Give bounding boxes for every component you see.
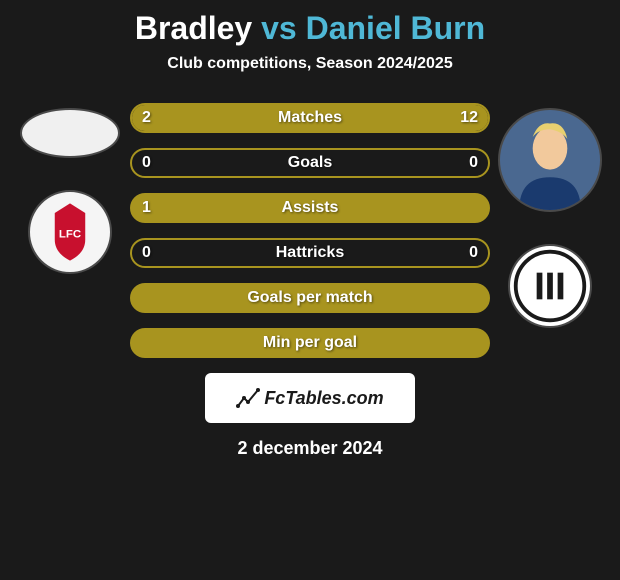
stat-label: Assists (282, 199, 339, 217)
player1-avatar (20, 108, 120, 158)
stat-label: Matches (278, 109, 342, 127)
stats-list: Matches212Goals00Assists1Hattricks00Goal… (130, 103, 490, 358)
stat-label: Hattricks (276, 244, 344, 262)
player2-crest (508, 244, 592, 328)
stat-bar: Assists 1 (130, 193, 490, 223)
player1-name: Bradley (135, 10, 252, 46)
left-side: LFC (10, 103, 130, 274)
player2-avatar (498, 108, 602, 212)
svg-text:LFC: LFC (59, 229, 81, 241)
stat-bar: Goals per match (130, 283, 490, 313)
main-content: LFC Matches 2 12 Goals 0 0 Assists 1 Hattricks 0 0… (0, 103, 620, 358)
player2-name: Daniel Burn (306, 10, 486, 46)
stat-value-right: 0 (469, 244, 478, 262)
player1-crest: LFC (28, 190, 112, 274)
stat-value-right: 0 (469, 154, 478, 172)
stat-value-left: 0 (142, 244, 151, 262)
stat-value-left: 2 (142, 109, 151, 127)
stat-value-left: 1 (142, 199, 151, 217)
comparison-card: Bradley vs Daniel Burn Club competitions… (0, 0, 620, 469)
stat-label: Goals (288, 154, 332, 172)
stat-bar: Matches 2 12 (130, 103, 490, 133)
chart-icon (236, 388, 260, 408)
stat-label: Goals per match (247, 289, 372, 307)
stat-label: Min per goal (263, 334, 357, 352)
title-connector: vs (261, 10, 297, 46)
subtitle: Club competitions, Season 2024/2025 (0, 55, 620, 73)
stat-bar: Hattricks 0 0 (130, 238, 490, 268)
stat-value-left: 0 (142, 154, 151, 172)
stat-bar: Min per goal (130, 328, 490, 358)
stat-bar: Goals 0 0 (130, 148, 490, 178)
right-side (490, 103, 610, 328)
watermark: FcTables.com (205, 373, 415, 423)
date-text: 2 december 2024 (0, 438, 620, 459)
watermark-text: FcTables.com (264, 388, 383, 409)
stat-value-right: 12 (460, 109, 478, 127)
page-title: Bradley vs Daniel Burn (0, 10, 620, 47)
